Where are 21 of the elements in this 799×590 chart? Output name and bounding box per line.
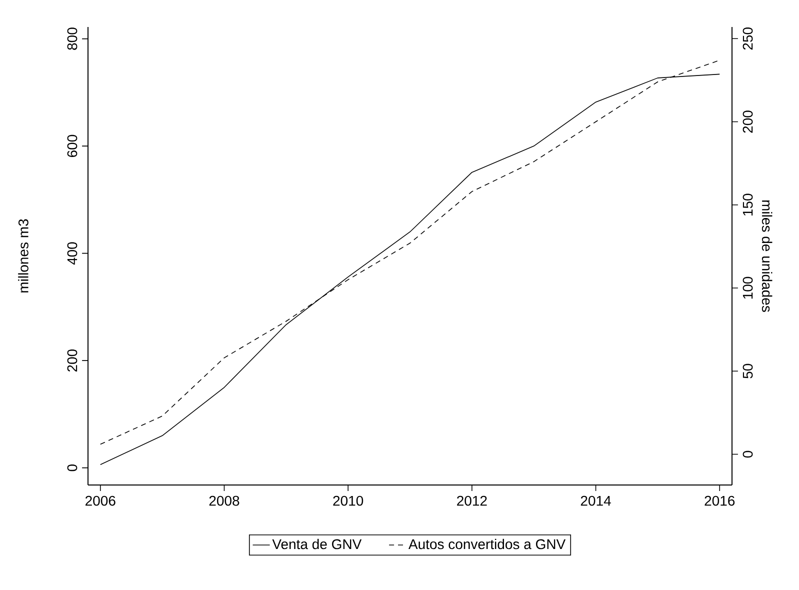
y2-tick-label: 150 xyxy=(742,194,753,216)
y-axis-title: millones m3 xyxy=(18,219,28,292)
legend-label: Venta de GNV xyxy=(272,538,362,550)
x-tick-label: 2006 xyxy=(86,496,116,506)
y2-tick-label: 200 xyxy=(742,110,753,133)
y2-tick-label: 50 xyxy=(742,364,753,378)
x-tick-label: 2012 xyxy=(457,496,487,506)
legend-label: Autos convertidos a GNV xyxy=(408,538,566,550)
y2-tick-label: 0 xyxy=(742,450,753,458)
y-tick-label: 200 xyxy=(67,349,78,372)
x-tick-label: 2016 xyxy=(704,496,735,506)
y2-axis-title: miles de unidades xyxy=(762,200,772,312)
y2-tick-label: 100 xyxy=(742,276,753,299)
x-tick-label: 2014 xyxy=(580,496,611,506)
y-tick-label: 0 xyxy=(67,464,78,472)
y-tick-label: 800 xyxy=(67,28,78,50)
x-tick-label: 2010 xyxy=(333,496,364,506)
y-tick-label: 400 xyxy=(67,242,78,265)
x-tick-label: 2008 xyxy=(209,496,240,506)
y2-tick-label: 250 xyxy=(742,28,753,50)
y-tick-label: 600 xyxy=(67,134,78,158)
